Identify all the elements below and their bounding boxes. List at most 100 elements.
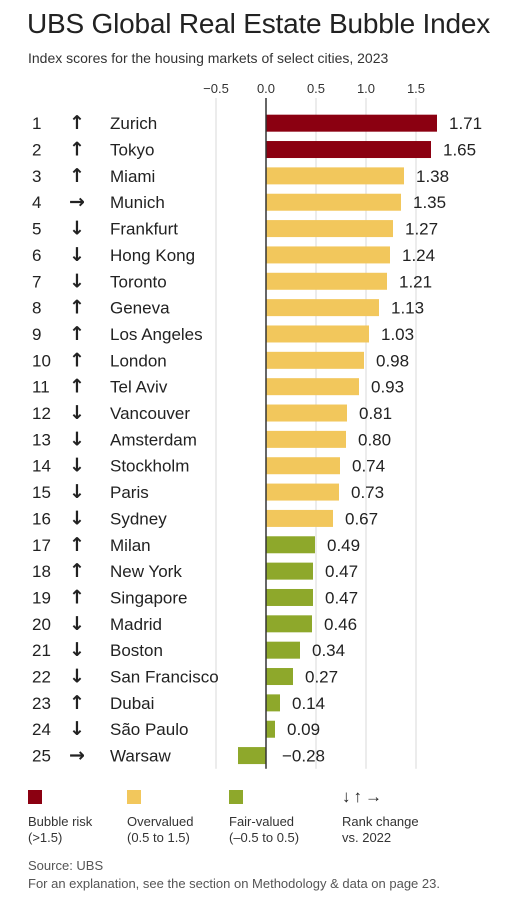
x-tick-label: 0.0 bbox=[257, 81, 275, 96]
bar bbox=[266, 694, 280, 712]
rank-change-right-icon: → bbox=[69, 191, 85, 213]
value-label: −0.28 bbox=[282, 747, 325, 766]
rank-change-up-icon: ↑ bbox=[69, 297, 85, 319]
rank-change-down-icon: ↓ bbox=[69, 428, 85, 450]
city-label: Zurich bbox=[110, 114, 157, 133]
bar bbox=[266, 378, 359, 396]
value-label: 1.38 bbox=[416, 167, 449, 186]
rank-change-down-icon: ↓ bbox=[69, 481, 85, 503]
value-label: 1.13 bbox=[391, 299, 424, 318]
legend-label-rank-change: Rank change bbox=[342, 814, 419, 829]
rank-change-up-icon: ↑ bbox=[69, 112, 85, 134]
bar bbox=[266, 720, 275, 738]
bar bbox=[266, 668, 293, 686]
rank-change-up-icon: ↑ bbox=[69, 560, 85, 582]
bar bbox=[266, 430, 346, 448]
bar bbox=[266, 615, 312, 633]
legend-label-bubble: Bubble risk bbox=[28, 814, 93, 829]
bar bbox=[266, 246, 390, 264]
value-label: 0.14 bbox=[292, 694, 325, 713]
chart-subtitle: Index scores for the housing markets of … bbox=[28, 50, 389, 66]
rank-change-up-icon: ↑ bbox=[69, 165, 85, 187]
bar bbox=[266, 404, 347, 422]
rank-number: 3 bbox=[32, 167, 41, 186]
legend-label-overvalued: Overvalued bbox=[127, 814, 194, 829]
bar bbox=[266, 141, 431, 159]
rank-number: 24 bbox=[32, 720, 51, 739]
city-label: Hong Kong bbox=[110, 246, 195, 265]
rank-change-up-icon: ↑ bbox=[69, 349, 85, 371]
value-label: 0.98 bbox=[376, 351, 409, 370]
value-label: 1.21 bbox=[399, 272, 432, 291]
rank-number: 9 bbox=[32, 325, 41, 344]
value-label: 1.03 bbox=[381, 325, 414, 344]
value-label: 0.93 bbox=[371, 378, 404, 397]
rank-number: 21 bbox=[32, 641, 51, 660]
bar bbox=[266, 351, 364, 369]
rank-number: 20 bbox=[32, 615, 51, 634]
rank-number: 12 bbox=[32, 404, 51, 423]
city-label: Warsaw bbox=[110, 747, 171, 766]
value-label: 0.49 bbox=[327, 536, 360, 555]
rank-number: 4 bbox=[32, 193, 41, 212]
rank-number: 23 bbox=[32, 694, 51, 713]
value-label: 1.27 bbox=[405, 220, 438, 239]
x-tick-label: −0.5 bbox=[203, 81, 229, 96]
source-line: Source: UBS bbox=[28, 858, 104, 873]
rank-number: 17 bbox=[32, 536, 51, 555]
rank-number: 2 bbox=[32, 141, 41, 160]
chart-title: UBS Global Real Estate Bubble Index bbox=[27, 8, 491, 39]
legend-item-overvalued: Overvalued (0.5 to 1.5) bbox=[127, 790, 193, 846]
x-tick-label: 0.5 bbox=[307, 81, 325, 96]
bar bbox=[266, 562, 313, 580]
legend: Bubble risk (>1.5) Overvalued (0.5 to 1.… bbox=[0, 788, 532, 860]
value-label: 0.74 bbox=[352, 457, 385, 476]
x-tick-label: 1.0 bbox=[357, 81, 375, 96]
city-label: Stockholm bbox=[110, 457, 189, 476]
rank-change-up-icon: ↑ bbox=[69, 534, 85, 556]
rank-change-down-icon: ↓ bbox=[69, 455, 85, 477]
legend-range-bubble: (>1.5) bbox=[28, 830, 63, 845]
rank-number: 10 bbox=[32, 351, 51, 370]
city-label: Munich bbox=[110, 193, 165, 212]
city-label: San Francisco bbox=[110, 668, 219, 687]
methodology-note: For an explanation, see the section on M… bbox=[28, 876, 440, 891]
city-label: Singapore bbox=[110, 588, 188, 607]
value-label: 0.67 bbox=[345, 509, 378, 528]
rank-number: 13 bbox=[32, 430, 51, 449]
value-label: 1.65 bbox=[443, 141, 476, 160]
x-tick-label: 1.5 bbox=[407, 81, 425, 96]
value-label: 0.27 bbox=[305, 668, 338, 687]
city-label: Milan bbox=[110, 536, 151, 555]
value-label: 0.81 bbox=[359, 404, 392, 423]
rank-change-down-icon: ↓ bbox=[69, 507, 85, 529]
city-label: London bbox=[110, 351, 167, 370]
rank-change-down-icon: ↓ bbox=[69, 244, 85, 266]
legend-swatch-overvalued bbox=[127, 790, 141, 804]
city-label: Tokyo bbox=[110, 141, 154, 160]
source-note: Source: UBS For an explanation, see the … bbox=[28, 857, 440, 893]
city-label: Amsterdam bbox=[110, 430, 197, 449]
value-label: 1.24 bbox=[402, 246, 435, 265]
bar bbox=[266, 114, 437, 132]
city-label: Sydney bbox=[110, 509, 167, 528]
rank-number: 18 bbox=[32, 562, 51, 581]
city-label: Paris bbox=[110, 483, 149, 502]
rank-change-up-icon: ↑ bbox=[69, 586, 85, 608]
legend-sub-rank-change: vs. 2022 bbox=[342, 830, 392, 845]
legend-range-fair: (–0.5 to 0.5) bbox=[229, 830, 300, 845]
value-label: 0.47 bbox=[325, 562, 358, 581]
bar bbox=[266, 193, 401, 211]
rank-change-down-icon: ↓ bbox=[69, 613, 85, 635]
city-label: New York bbox=[110, 562, 182, 581]
value-label: 0.73 bbox=[351, 483, 384, 502]
rank-number: 7 bbox=[32, 272, 41, 291]
value-label: 1.35 bbox=[413, 193, 446, 212]
legend-item-bubble: Bubble risk (>1.5) bbox=[28, 790, 92, 846]
city-label: Tel Aviv bbox=[110, 378, 168, 397]
legend-swatch-bubble bbox=[28, 790, 42, 804]
rank-number: 6 bbox=[32, 246, 41, 265]
rank-change-up-icon: ↑ bbox=[69, 139, 85, 161]
rank-number: 15 bbox=[32, 483, 51, 502]
bar bbox=[266, 483, 339, 501]
